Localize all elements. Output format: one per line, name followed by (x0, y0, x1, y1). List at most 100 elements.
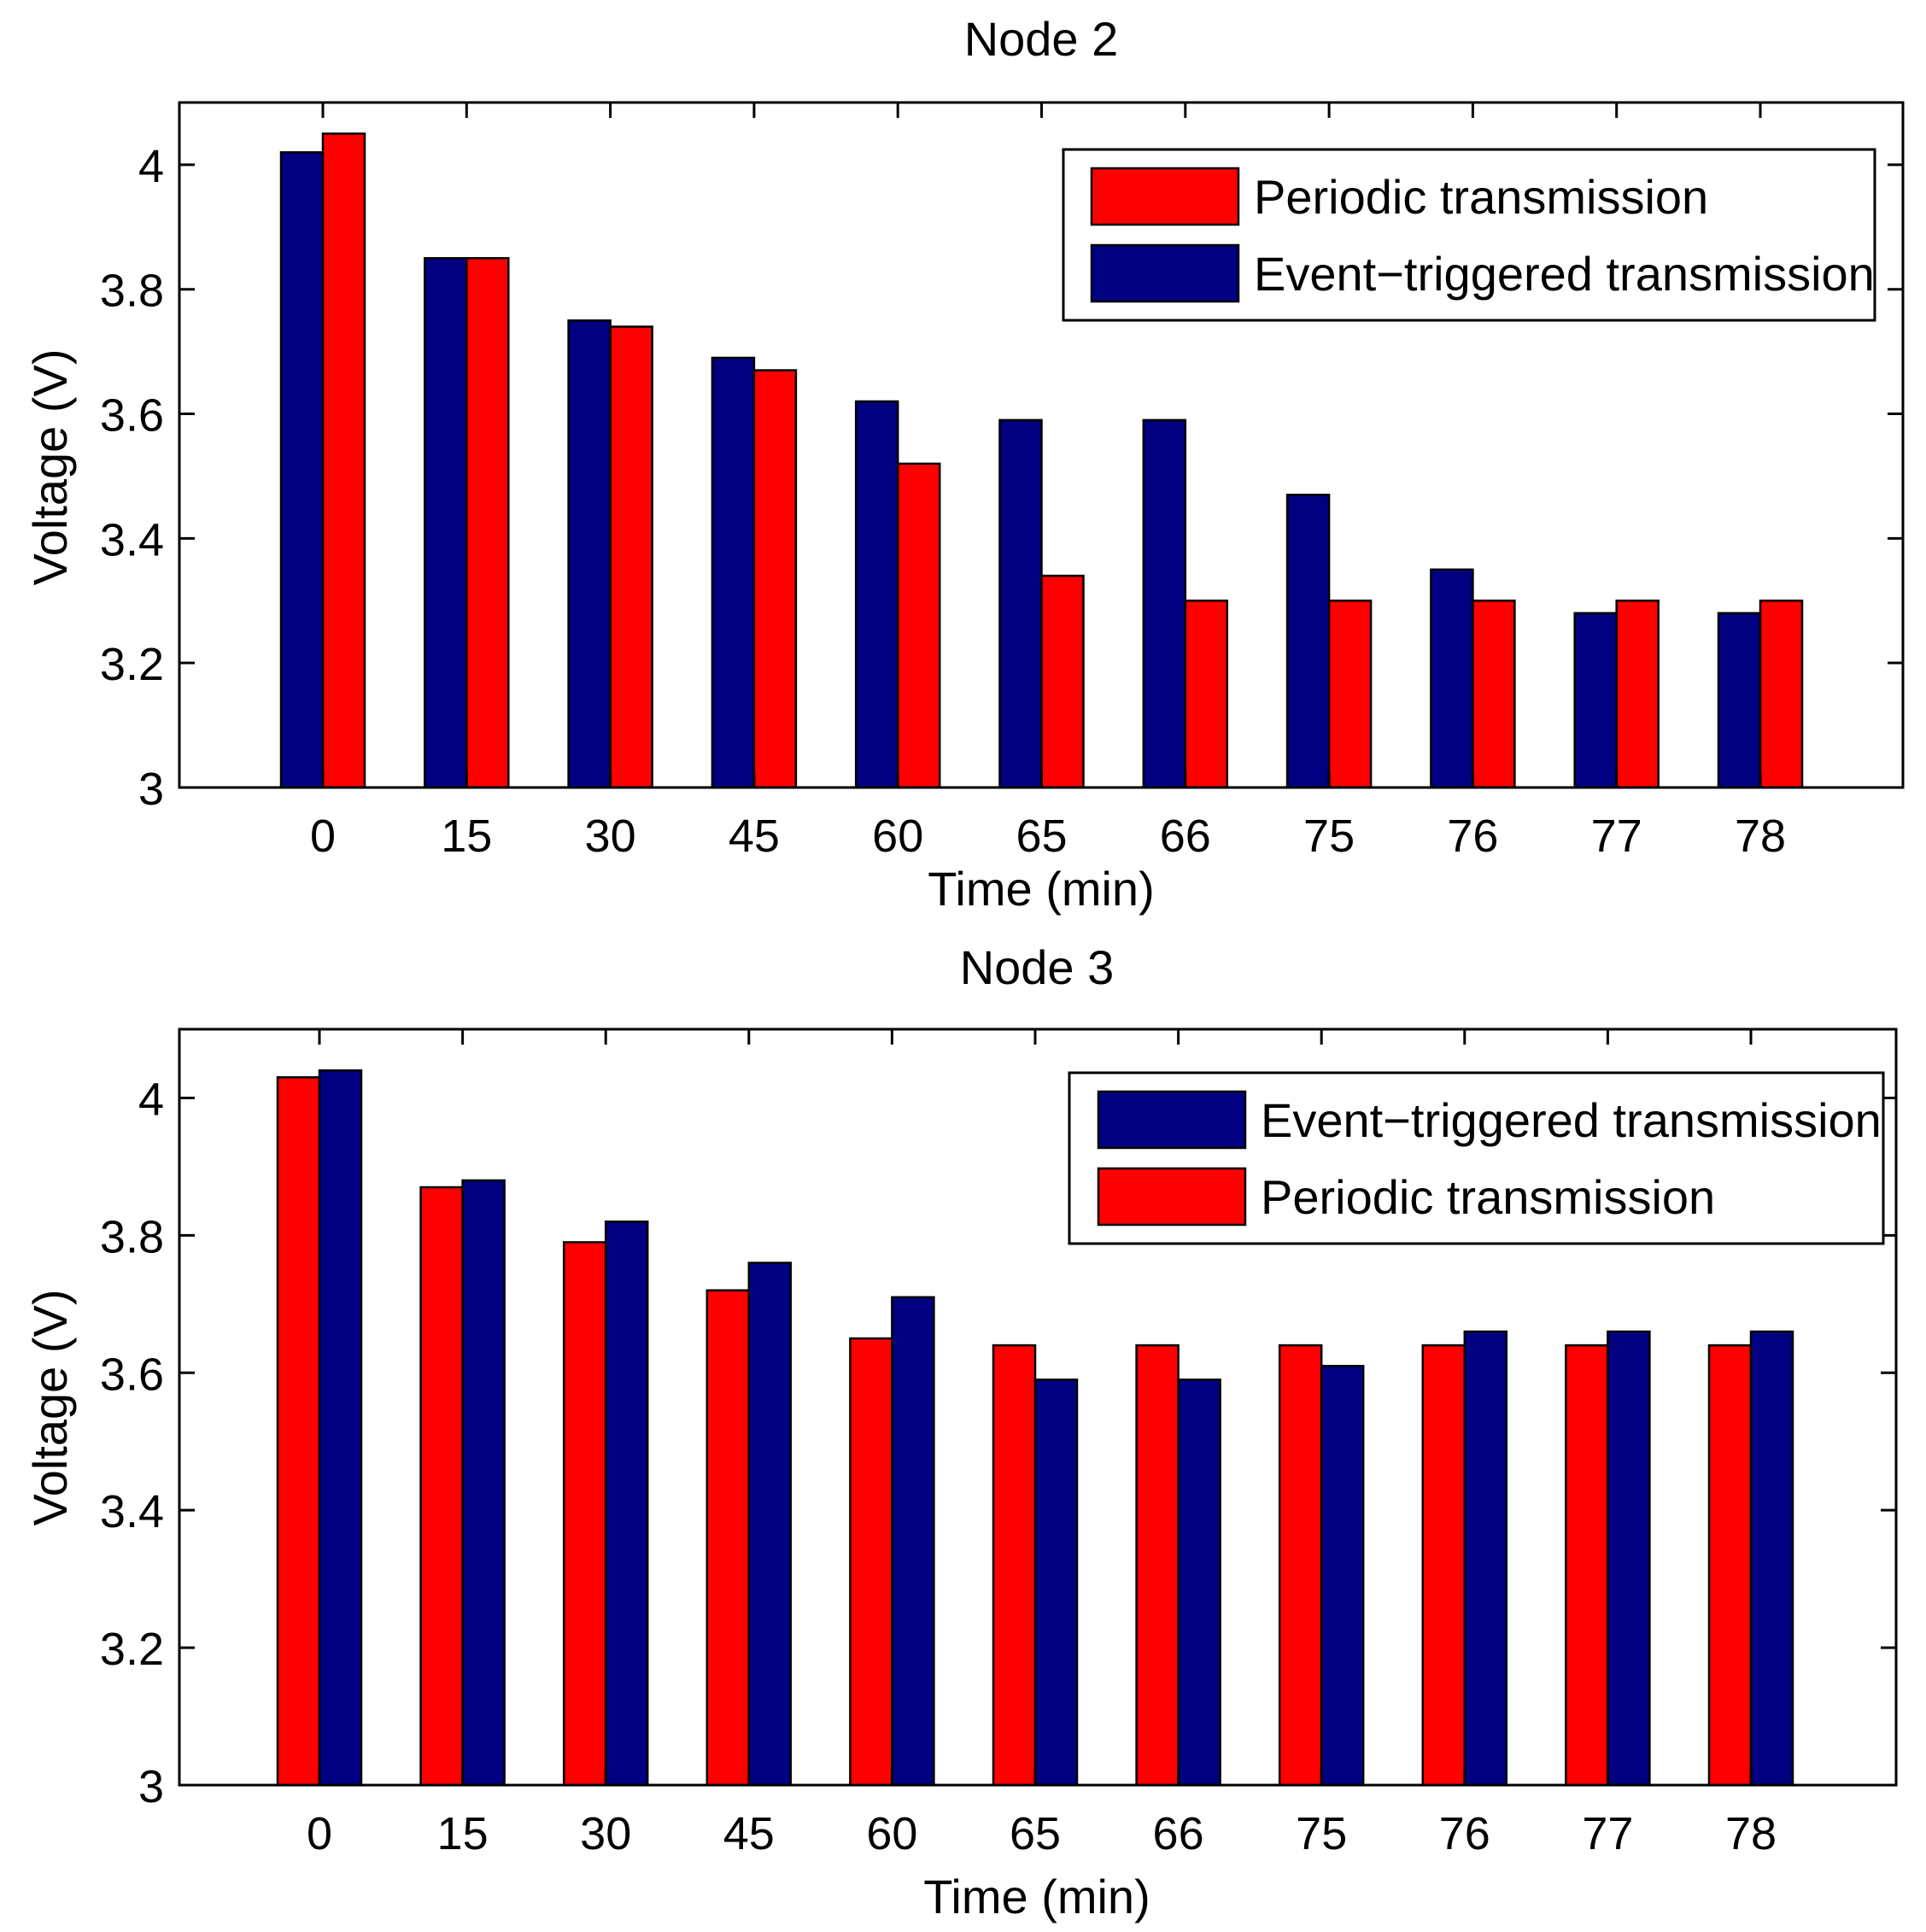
bar (609, 325, 653, 789)
bar (1607, 1330, 1651, 1787)
bar (896, 462, 941, 789)
x-tick-label: 15 (437, 1808, 489, 1859)
x-tick-label: 30 (585, 811, 636, 862)
legend-swatch (1097, 1167, 1247, 1227)
y-axis-label: Voltage (V) (23, 1289, 77, 1525)
legend: Periodic transmission Event−triggered tra… (1062, 148, 1876, 322)
chart-node-3: Node 3 Voltage (V) Time (min) 3 3.2 3.4 3.6… (23, 940, 1898, 1923)
bar (1707, 1344, 1753, 1787)
bar (1421, 1344, 1466, 1787)
y-tick-label: 3.2 (100, 639, 164, 690)
x-tick-label: 45 (729, 811, 780, 862)
bar (1430, 568, 1474, 789)
x-tick-label: 76 (1439, 1808, 1490, 1859)
x-tick-label: 45 (723, 1808, 775, 1859)
x-tick-label: 78 (1725, 1808, 1777, 1859)
legend-swatch (1090, 167, 1240, 226)
x-tick-label: 0 (307, 1808, 332, 1859)
y-tick-label: 3.8 (100, 1211, 164, 1262)
bar (705, 1289, 751, 1787)
legend: Event−triggered transmission Periodic tra… (1068, 1071, 1885, 1245)
bar (891, 1296, 935, 1787)
bars-layer (276, 1069, 1794, 1787)
bar (1040, 574, 1085, 789)
bar (854, 400, 899, 789)
bar (1463, 1330, 1508, 1787)
plot-frame (178, 1027, 1898, 1787)
x-tick-label: 60 (872, 811, 923, 862)
bar (1717, 612, 1762, 789)
x-tick-label: 75 (1296, 1808, 1347, 1859)
bar (279, 151, 325, 789)
x-tick-label: 76 (1447, 811, 1498, 862)
x-axis-label: Time (min) (923, 1870, 1150, 1923)
x-tick-label: 65 (1016, 811, 1067, 862)
bar (1749, 1330, 1794, 1787)
bar (998, 419, 1043, 789)
ticks-layer: 3 3.2 3.4 3.6 3.8 4 0 15 30 45 60 65 66 75 76 77 78 (100, 102, 1903, 862)
bar (1285, 494, 1331, 789)
bar (1278, 1344, 1323, 1787)
bar (1142, 419, 1187, 789)
bar (567, 319, 612, 789)
legend-swatch (1090, 243, 1240, 303)
y-tick-label: 3.2 (100, 1624, 164, 1675)
bar (1135, 1344, 1180, 1787)
bar (465, 257, 510, 789)
y-tick-label: 4 (138, 1074, 164, 1125)
y-tick-label: 3.4 (100, 514, 164, 565)
y-tick-label: 3.8 (100, 266, 164, 317)
x-tick-label: 60 (866, 1808, 917, 1859)
bar (992, 1344, 1037, 1787)
x-tick-label: 65 (1010, 1808, 1061, 1859)
bar (1565, 1344, 1609, 1787)
bar (1320, 1364, 1365, 1787)
bar (1033, 1379, 1079, 1787)
x-tick-label: 77 (1582, 1808, 1633, 1859)
y-tick-label: 4 (138, 141, 164, 192)
legend-label: Event−triggered transmission (1254, 247, 1875, 301)
bar (747, 1262, 793, 1787)
x-axis-label: Time (min) (928, 862, 1154, 916)
bar (604, 1221, 649, 1787)
legend-label: Periodic transmission (1261, 1170, 1715, 1224)
bar (1573, 612, 1618, 789)
ticks-layer: 3 3.2 3.4 3.6 3.8 4 0 15 30 45 60 65 66 75 76 77 78 (100, 1029, 1896, 1859)
x-tick-label: 66 (1153, 1808, 1204, 1859)
legend-swatch (1097, 1090, 1247, 1150)
chart-node-2: Node 2 Voltage (V) Time (min) 3 3.2 3.4 3.6… (23, 12, 1905, 916)
bar (562, 1241, 607, 1787)
bar (711, 356, 756, 789)
bars-layer (279, 132, 1804, 789)
x-tick-label: 78 (1735, 811, 1786, 862)
x-tick-label: 30 (580, 1808, 631, 1859)
y-axis-label: Voltage (V) (23, 348, 77, 585)
bar (276, 1076, 321, 1787)
bar (318, 1069, 363, 1787)
chart-title: Node 2 (964, 12, 1119, 66)
y-tick-label: 3.6 (100, 1349, 164, 1400)
x-tick-label: 0 (310, 811, 336, 862)
legend-label: Event−triggered transmission (1261, 1093, 1882, 1147)
y-tick-label: 3.4 (100, 1486, 164, 1537)
x-tick-label: 75 (1303, 811, 1355, 862)
y-tick-label: 3 (138, 764, 164, 815)
y-tick-label: 3.6 (100, 390, 164, 442)
bar (1759, 600, 1804, 789)
x-tick-label: 15 (441, 811, 492, 862)
bar (321, 132, 366, 789)
bar (424, 257, 468, 789)
bar (1472, 600, 1516, 789)
y-tick-label: 3 (138, 1761, 164, 1812)
bar (1184, 600, 1229, 789)
legend-label: Periodic transmission (1254, 170, 1708, 224)
x-tick-label: 66 (1160, 811, 1211, 862)
bar (849, 1337, 893, 1787)
x-tick-label: 77 (1591, 811, 1642, 862)
bar (1615, 600, 1660, 789)
bar (419, 1186, 464, 1787)
bar (461, 1179, 506, 1787)
bar (1327, 600, 1373, 789)
bar (752, 369, 798, 789)
